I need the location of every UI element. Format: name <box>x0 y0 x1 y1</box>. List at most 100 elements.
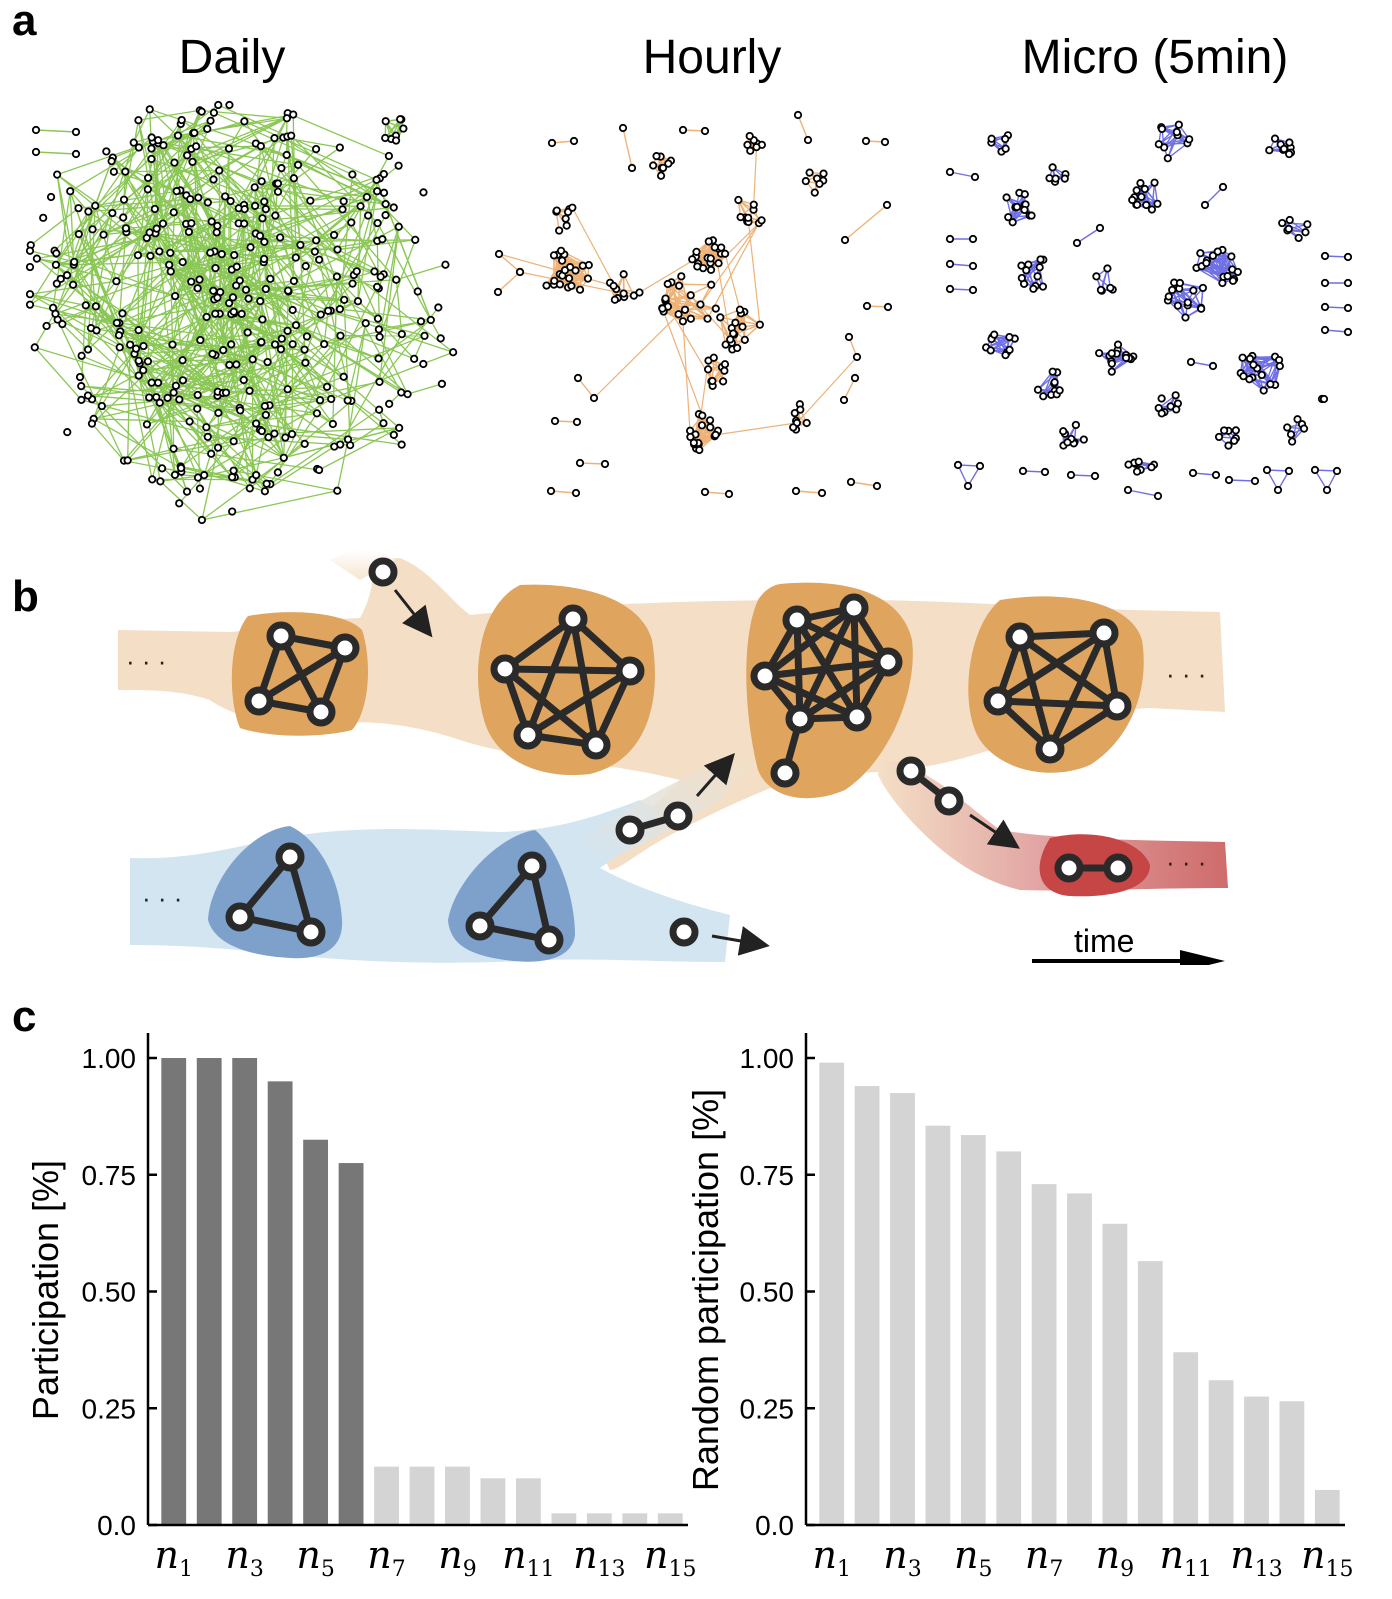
network-node <box>229 307 238 316</box>
network-edge <box>172 344 224 394</box>
network-node <box>378 235 387 244</box>
network-node <box>209 175 218 184</box>
network-node <box>1245 375 1254 384</box>
network-node <box>618 123 628 133</box>
network-node <box>688 255 697 264</box>
network-node <box>1095 223 1105 233</box>
network-node <box>158 219 168 228</box>
network-node <box>1018 466 1028 476</box>
network-edge <box>29 211 89 306</box>
network-node <box>1136 179 1145 188</box>
schematic-edge <box>504 665 631 675</box>
network-node <box>188 157 197 166</box>
daily-network <box>25 100 458 525</box>
network-node <box>131 344 141 353</box>
network-edge <box>120 330 253 360</box>
network-node <box>169 208 178 217</box>
network-node <box>1004 213 1013 222</box>
network-node <box>397 440 406 449</box>
network-node <box>133 251 143 260</box>
bar-n4 <box>925 1125 951 1525</box>
network-node <box>1107 359 1116 368</box>
network-node <box>379 188 389 197</box>
network-edge <box>413 335 426 360</box>
schematic-node <box>306 697 336 727</box>
ellipsis-red-right: · · · <box>1166 847 1206 877</box>
network-node <box>335 143 344 152</box>
arrow-enter <box>393 589 433 638</box>
network-node <box>1223 272 1232 281</box>
network-node <box>157 464 167 473</box>
network-node <box>1262 465 1272 475</box>
network-node <box>211 309 220 318</box>
network-edge <box>138 329 268 363</box>
bar-n6 <box>338 1163 364 1525</box>
network-node <box>1005 332 1014 342</box>
network-node <box>221 388 231 397</box>
network-edge <box>228 364 257 476</box>
network-edge <box>282 137 387 205</box>
x-tick-label: n11 <box>502 1533 554 1582</box>
network-edge <box>295 251 316 326</box>
network-edge <box>498 253 521 273</box>
network-edge <box>34 346 82 401</box>
network-edge <box>46 305 97 327</box>
network-edge <box>197 457 284 479</box>
network-node <box>1214 432 1224 442</box>
network-node <box>562 221 571 230</box>
network-edge <box>342 165 400 210</box>
network-node <box>844 332 854 342</box>
network-edge <box>299 244 307 363</box>
network-node <box>1154 140 1163 149</box>
schematic-node <box>785 704 815 734</box>
network-node <box>51 260 61 269</box>
network-node <box>704 237 713 246</box>
network-node <box>703 365 713 374</box>
time-label: time <box>1074 923 1134 959</box>
bar-n10 <box>1137 1261 1163 1525</box>
network-node <box>1096 285 1106 295</box>
network-node <box>970 172 980 182</box>
network-node <box>25 290 35 299</box>
network-edge <box>159 402 233 478</box>
network-node <box>846 477 856 487</box>
network-node <box>71 149 81 159</box>
schematic-node <box>1035 734 1065 764</box>
schematic-node <box>1103 853 1133 883</box>
network-node <box>1220 426 1229 435</box>
network-node <box>170 470 180 479</box>
network-edge <box>682 321 691 437</box>
network-edge <box>395 279 403 335</box>
network-edge <box>277 191 338 251</box>
network-edge <box>699 222 760 305</box>
network-edge <box>318 427 400 471</box>
network-node <box>225 100 234 110</box>
network-node <box>963 481 973 491</box>
network-node <box>119 213 128 222</box>
bar-n7 <box>1031 1184 1057 1525</box>
schematic-node <box>330 633 360 663</box>
network-edge <box>125 169 220 173</box>
network-node <box>58 319 67 329</box>
network-edge <box>339 333 403 445</box>
bar-n13 <box>1244 1396 1269 1525</box>
bar-n8 <box>409 1466 435 1525</box>
network-node <box>578 261 587 270</box>
network-node <box>310 247 319 256</box>
network-node <box>573 373 583 383</box>
network-node <box>77 382 86 391</box>
network-node <box>399 124 408 133</box>
bar-n14 <box>1279 1401 1305 1525</box>
network-node <box>340 295 349 304</box>
network-node <box>74 204 83 213</box>
network-node <box>1022 266 1031 275</box>
y-tick-label: 0.75 <box>740 1160 795 1191</box>
network-edge <box>323 310 329 345</box>
network-edge <box>206 316 297 326</box>
network-node <box>695 445 704 455</box>
network-node <box>680 305 690 314</box>
network-node <box>1157 409 1166 418</box>
network-node <box>862 301 872 311</box>
x-tick-label: n1 <box>812 1533 850 1582</box>
network-node <box>1186 357 1196 367</box>
